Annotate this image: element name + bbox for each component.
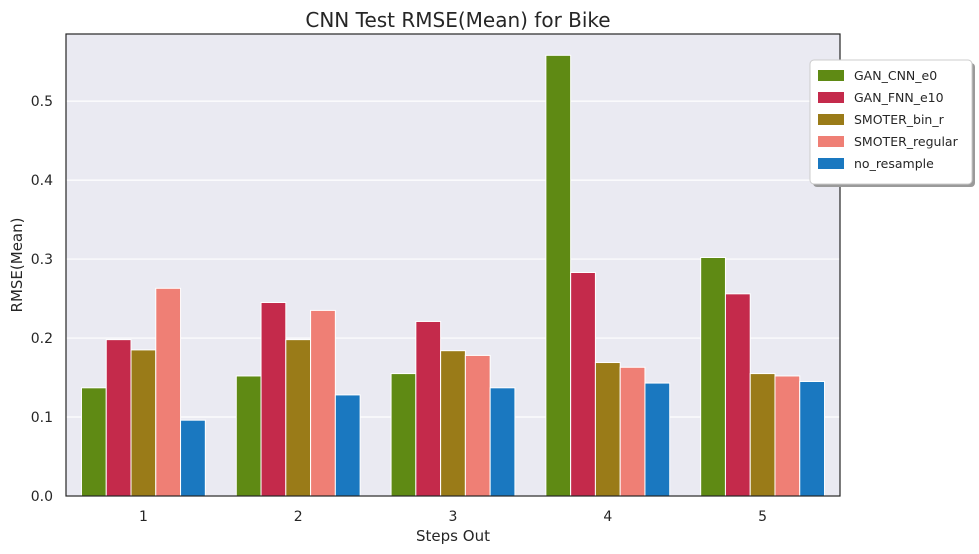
bar-GAN_FNN_e10-1	[105, 339, 132, 497]
chart-title: CNN Test RMSE(Mean) for Bike	[305, 8, 610, 32]
bar-no_resample-3	[489, 387, 516, 497]
bar-GAN_FNN_e10-5	[724, 293, 751, 497]
x-axis-ticks: 1 2 3 4 5	[139, 509, 767, 525]
y-tick-label: 0.0	[31, 489, 53, 505]
x-tick-label: 5	[758, 509, 767, 525]
bar-no_resample-4	[644, 382, 671, 497]
bar-no_resample-1	[180, 419, 206, 497]
bar-SMOTER_bin_r-5	[749, 373, 776, 497]
bar-GAN_CNN_e0-3	[390, 373, 417, 497]
legend-label: SMOTER_bin_r	[854, 112, 945, 127]
legend: GAN_CNN_e0 GAN_FNN_e10 SMOTER_bin_r SMOTER_…	[809, 59, 975, 187]
bar-GAN_CNN_e0-4	[545, 54, 572, 497]
bar-SMOTER_bin_r-4	[594, 362, 621, 497]
y-tick-label: 0.1	[31, 410, 53, 426]
bar-SMOTER_regular-2	[310, 309, 336, 497]
y-tick-label: 0.4	[31, 173, 53, 189]
bar-SMOTER_bin_r-1	[130, 349, 157, 497]
legend-box	[809, 59, 973, 185]
bar-GAN_FNN_e10-4	[570, 272, 596, 497]
legend-swatch	[818, 136, 844, 147]
bar-SMOTER_regular-5	[774, 375, 801, 497]
x-tick-label: 1	[139, 509, 148, 525]
bar-SMOTER_bin_r-2	[285, 339, 312, 497]
x-tick-label: 4	[603, 509, 612, 525]
bar-GAN_CNN_e0-5	[700, 256, 726, 497]
y-tick-label: 0.5	[31, 94, 53, 110]
legend-label: GAN_FNN_e10	[854, 90, 944, 105]
y-axis-label: RMSE(Mean)	[8, 218, 26, 313]
bar-SMOTER_regular-4	[619, 366, 646, 497]
y-tick-label: 0.3	[31, 252, 53, 268]
legend-swatch	[818, 70, 844, 81]
y-tick-label: 0.2	[31, 331, 53, 347]
bar-GAN_FNN_e10-3	[415, 320, 442, 497]
bar-SMOTER_bin_r-3	[440, 350, 466, 497]
bar-GAN_CNN_e0-1	[80, 387, 107, 497]
bar-no_resample-5	[799, 380, 826, 497]
x-axis-label: Steps Out	[416, 527, 490, 545]
x-tick-label: 2	[294, 509, 303, 525]
bar-GAN_FNN_e10-2	[260, 302, 287, 497]
legend-label: no_resample	[854, 156, 934, 171]
bars-group	[80, 54, 826, 497]
x-tick-label: 3	[449, 509, 458, 525]
legend-label: GAN_CNN_e0	[854, 68, 937, 83]
legend-label: SMOTER_regular	[854, 134, 959, 149]
plot-frame	[65, 33, 841, 497]
bar-no_resample-2	[334, 394, 361, 497]
legend-swatch	[818, 114, 844, 125]
y-axis-ticks: 0.0 0.1 0.2 0.3 0.4 0.5	[31, 94, 53, 505]
legend-swatch	[818, 158, 844, 169]
bar-SMOTER_regular-1	[155, 287, 182, 497]
legend-swatch	[818, 92, 844, 103]
bar-SMOTER_regular-3	[464, 354, 491, 497]
bar-GAN_CNN_e0-2	[235, 375, 262, 497]
